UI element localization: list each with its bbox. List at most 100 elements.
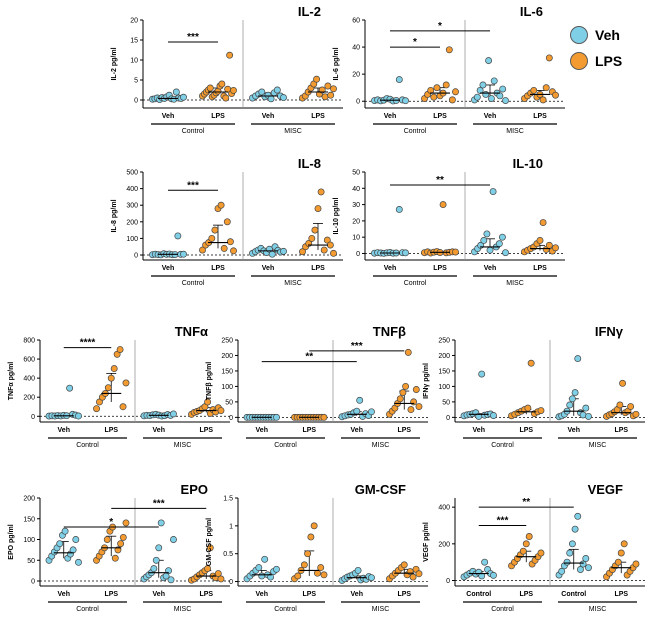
data-point-tnf bbox=[204, 398, 212, 406]
significance-label-vegf: *** bbox=[497, 516, 509, 527]
data-point-tnf bbox=[107, 374, 115, 382]
x-tick-label-vegf: Control bbox=[466, 591, 491, 598]
data-point-il-6 bbox=[502, 97, 509, 105]
data-point-ifn bbox=[537, 407, 545, 415]
y-axis-label-gm-csf: GM-CSF pg/ml bbox=[206, 518, 213, 566]
data-point-il-2 bbox=[280, 94, 287, 102]
group-label-gm-csf: MISC bbox=[372, 606, 390, 613]
data-point-vegf bbox=[522, 540, 530, 548]
data-point-il-8 bbox=[208, 234, 216, 242]
data-point-tnf bbox=[410, 398, 418, 406]
data-point-epo bbox=[56, 540, 64, 548]
data-point-tnf bbox=[273, 413, 280, 421]
data-point-tnf bbox=[217, 407, 225, 415]
panel-tnf: TNFβ TNFβ pg/ml 0 50 100 150 200 250 Veh LPS Veh LP… bbox=[206, 324, 428, 449]
significance-label-tnf: ** bbox=[305, 352, 313, 363]
x-tick-label-tnf: Veh bbox=[256, 427, 268, 434]
group-label-il-10: MISC bbox=[506, 280, 524, 287]
data-point-vegf bbox=[490, 571, 497, 579]
x-tick-label-tnf: LPS bbox=[302, 427, 316, 434]
significance-label-epo: *** bbox=[153, 498, 165, 509]
data-point-ifn bbox=[585, 412, 592, 420]
significance-label-il-2: *** bbox=[187, 32, 199, 43]
data-point-epo bbox=[155, 544, 163, 552]
data-point-gm-csf bbox=[255, 564, 263, 572]
data-point-il-10 bbox=[545, 241, 553, 249]
data-point-il-8 bbox=[317, 188, 325, 196]
data-point-epo bbox=[167, 576, 175, 584]
x-tick-label-gm-csf: Veh bbox=[256, 591, 268, 598]
y-tick-label-il-6: 0 bbox=[356, 99, 360, 106]
y-tick-label-il-2: 20 bbox=[130, 18, 138, 25]
data-point-il-6 bbox=[542, 84, 550, 92]
data-point-epo bbox=[214, 570, 222, 577]
x-tick-label-epo: LPS bbox=[104, 591, 118, 598]
y-tick-label-tnf: 250 bbox=[221, 338, 233, 345]
group-label-ifn: Control bbox=[491, 442, 514, 449]
y-tick-label-ifn: 150 bbox=[438, 368, 450, 375]
chart-title-il-8: IL-8 bbox=[298, 156, 321, 171]
data-point-il-6 bbox=[479, 81, 487, 89]
data-point-epo bbox=[204, 565, 212, 573]
significance-label-il-6: * bbox=[413, 37, 417, 48]
panel-gm-csf: GM-CSF GM-CSF pg/ml 0 0.5 1 1.5 Veh LPS Veh LPS Co… bbox=[206, 482, 428, 613]
chart-title-il-10: IL-10 bbox=[513, 156, 543, 171]
chart-title-tnf: TNFα bbox=[175, 324, 208, 339]
data-point-gm-csf bbox=[313, 569, 321, 577]
data-point-il-8 bbox=[217, 201, 225, 209]
chart-title-gm-csf: GM-CSF bbox=[355, 482, 406, 497]
data-point-vegf bbox=[620, 540, 628, 548]
data-point-tnf bbox=[404, 348, 412, 356]
data-point-il-6 bbox=[452, 88, 459, 96]
data-point-gm-csf bbox=[409, 573, 417, 581]
y-tick-label-il-6: 40 bbox=[352, 45, 360, 52]
group-label-il-2: MISC bbox=[284, 128, 302, 135]
x-tick-label-il-10: LPS bbox=[533, 265, 547, 272]
data-point-tnf bbox=[122, 379, 130, 387]
data-point-gm-csf bbox=[258, 572, 266, 580]
data-point-gm-csf bbox=[267, 573, 275, 581]
chart-title-vegf: VEGF bbox=[588, 482, 623, 497]
data-point-il-2 bbox=[218, 80, 226, 88]
data-point-tnf bbox=[66, 384, 74, 392]
data-point-gm-csf bbox=[310, 522, 318, 530]
y-tick-label-epo: 100 bbox=[23, 537, 35, 544]
data-point-vegf bbox=[566, 549, 574, 557]
data-point-il-8 bbox=[180, 250, 187, 258]
y-tick-label-gm-csf: 0.5 bbox=[223, 551, 233, 558]
y-tick-label-il-10: 30 bbox=[352, 202, 360, 209]
y-tick-label-tnf: 0 bbox=[31, 414, 35, 421]
data-point-il-10 bbox=[539, 219, 547, 226]
data-point-vegf bbox=[519, 547, 527, 555]
data-point-il-10 bbox=[486, 246, 494, 254]
significance-label-vegf: ** bbox=[522, 497, 530, 508]
data-point-tnf bbox=[93, 405, 100, 413]
data-point-epo bbox=[170, 536, 177, 543]
data-point-gm-csf bbox=[300, 561, 308, 569]
y-tick-label-il-8: 200 bbox=[126, 219, 138, 226]
legend-veh-label: Veh bbox=[595, 27, 620, 43]
y-axis-label-epo: EPO pg/ml bbox=[8, 524, 15, 559]
y-axis-label-il-6: IL-6 pg/ml bbox=[333, 47, 340, 80]
x-tick-label-gm-csf: LPS bbox=[302, 591, 316, 598]
data-point-il-8 bbox=[268, 250, 276, 258]
data-point-tnf bbox=[110, 365, 118, 373]
x-tick-label-il-6: LPS bbox=[433, 113, 447, 120]
data-point-il-6 bbox=[433, 84, 441, 92]
x-tick-label-gm-csf: Veh bbox=[351, 591, 363, 598]
data-point-il-8 bbox=[223, 218, 231, 226]
group-label-il-6: MISC bbox=[506, 128, 524, 135]
x-tick-label-il-2: LPS bbox=[311, 113, 325, 120]
x-tick-label-epo: Veh bbox=[58, 591, 70, 598]
y-tick-label-gm-csf: 1 bbox=[229, 523, 233, 530]
data-point-il-6 bbox=[445, 46, 453, 54]
x-tick-label-il-8: LPS bbox=[311, 265, 325, 272]
data-point-vegf bbox=[558, 567, 566, 575]
data-point-il-2 bbox=[230, 86, 237, 94]
chart-title-il-2: IL-2 bbox=[298, 4, 321, 19]
x-tick-label-tnf: LPS bbox=[199, 427, 213, 434]
panel-vegf: VEGF VEGF pg/ml 0 200 400 Control LPS Control LP… bbox=[423, 482, 645, 613]
panel-epo: EPO EPO pg/ml 0 50 100 150 200 Veh LPS Veh LPS Cont… bbox=[8, 482, 230, 613]
significance-label-il-6: * bbox=[438, 21, 442, 32]
